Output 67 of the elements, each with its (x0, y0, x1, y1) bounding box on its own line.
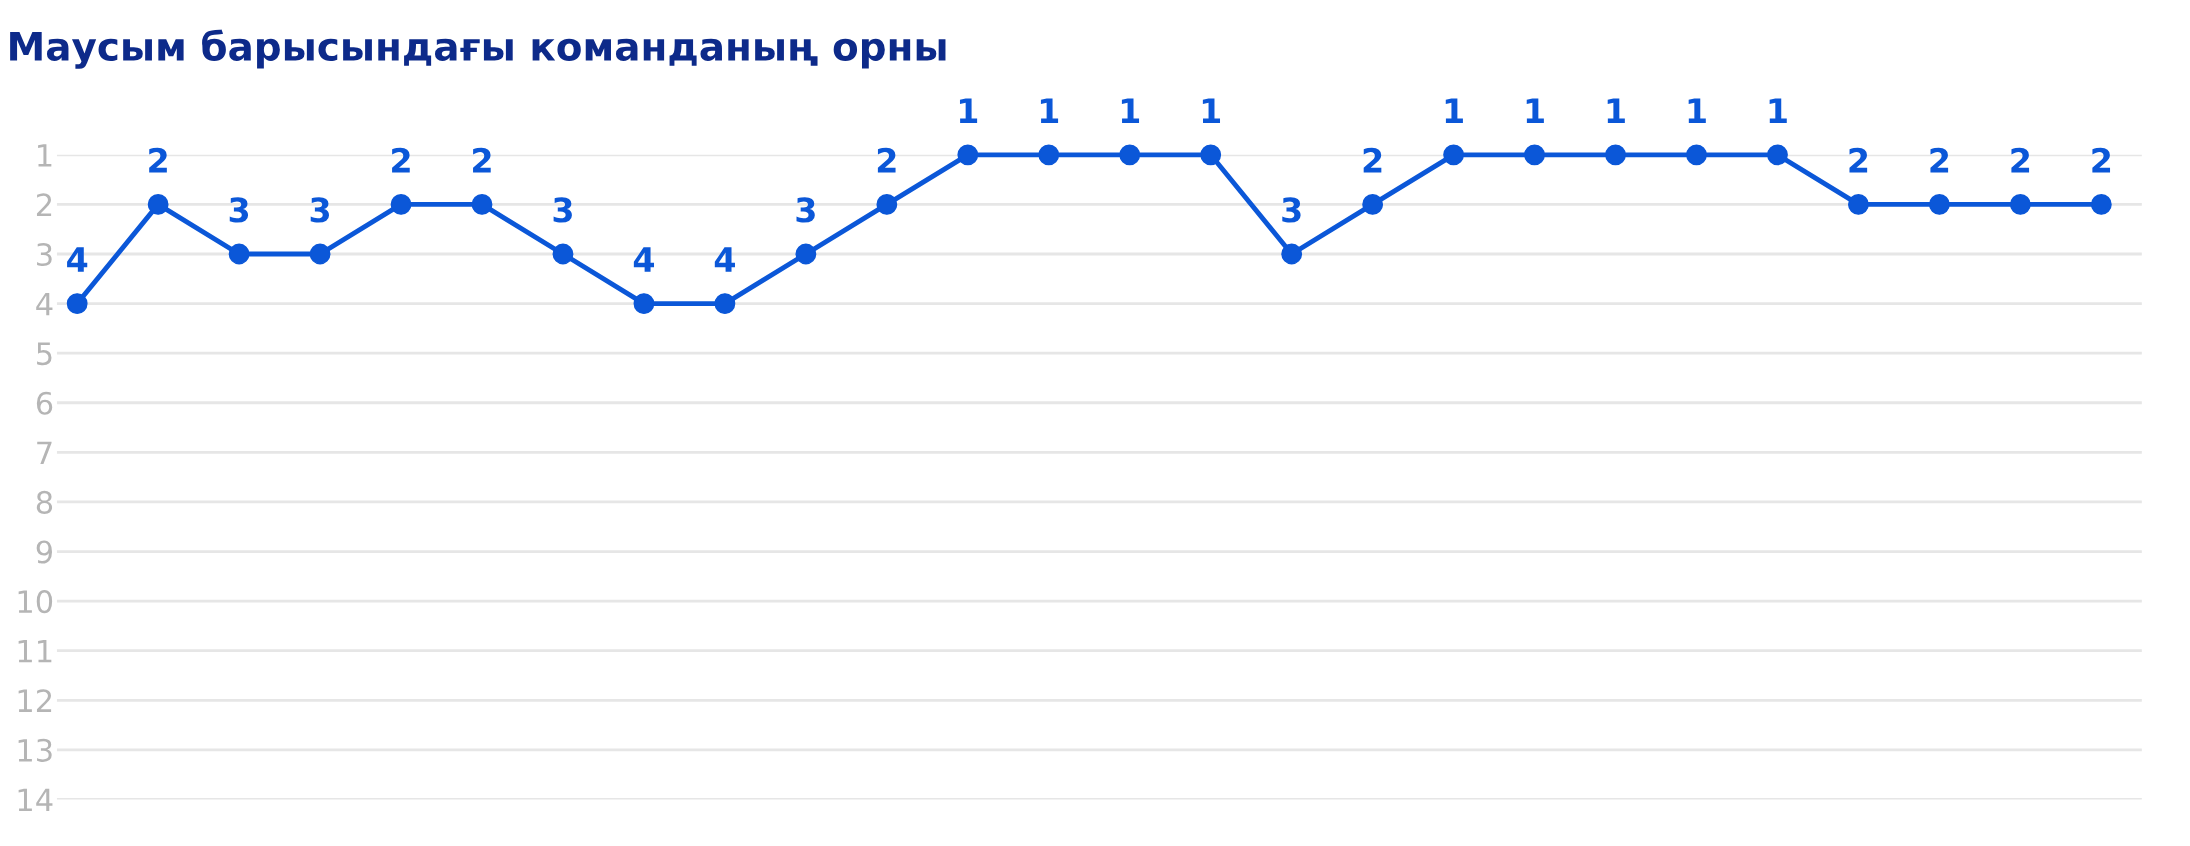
point (1524, 144, 1545, 166)
point (1767, 144, 1788, 166)
data-label: 3 (553, 197, 572, 223)
point (633, 293, 655, 315)
point (66, 293, 88, 315)
data-label: 2 (473, 147, 491, 173)
point (1038, 144, 1060, 166)
point (795, 243, 817, 265)
y-tick-label: 4 (36, 292, 53, 316)
point (1200, 144, 1222, 166)
point (552, 243, 574, 265)
y-tick-label: 8 (36, 490, 53, 514)
data-label: 2 (877, 147, 896, 173)
data-label: 2 (1930, 147, 1949, 173)
data-label: 3 (1282, 197, 1301, 223)
point (1686, 144, 1707, 166)
point (471, 193, 493, 215)
point (309, 243, 331, 265)
y-tick-label: 5 (37, 342, 52, 366)
data-label: 1 (1526, 98, 1544, 123)
y-tick-label: 2 (36, 193, 52, 217)
y-tick-label: 9 (36, 540, 53, 564)
y-tick-label: 6 (36, 391, 53, 415)
data-label: 2 (1849, 147, 1868, 173)
data-label: 1 (959, 98, 978, 123)
point (228, 243, 250, 265)
data-label: 4 (633, 247, 655, 272)
data-label: 1 (1202, 98, 1221, 123)
point (1928, 193, 1950, 215)
y-tick-label: 14 (18, 788, 53, 812)
y-tick-label: 12 (18, 689, 52, 712)
data-label: 2 (149, 147, 167, 173)
data-label: 2 (1363, 147, 1382, 173)
data-label: 1 (1121, 98, 1140, 123)
data-label: 1 (1607, 98, 1625, 123)
point (1605, 144, 1626, 166)
point (714, 293, 736, 315)
data-label: 3 (229, 197, 249, 223)
data-label: 1 (1445, 98, 1463, 123)
y-tick-label: 7 (37, 441, 52, 464)
data-label: 1 (1040, 98, 1059, 123)
data-label: 2 (392, 147, 410, 173)
point (876, 193, 898, 215)
point (2009, 193, 2031, 215)
y-tick-label: 3 (37, 242, 52, 267)
point (1119, 144, 1141, 166)
point (390, 193, 412, 215)
point (1848, 193, 1869, 215)
chart-title: Маусым барысындағы команданың орны (10, 29, 946, 69)
data-label: 4 (714, 247, 735, 272)
point (1281, 243, 1303, 265)
point (147, 193, 169, 215)
point (957, 144, 979, 166)
point (1443, 144, 1465, 166)
data-label: 4 (67, 247, 88, 272)
data-label: 2 (2092, 147, 2111, 173)
data-label: 3 (796, 197, 815, 223)
point (1362, 193, 1384, 215)
y-tick-label: 13 (18, 738, 52, 762)
y-tick-label: 1 (38, 144, 52, 167)
data-label: 1 (1688, 98, 1706, 123)
point (2090, 193, 2112, 215)
y-tick-label: 10 (18, 590, 53, 614)
data-label: 3 (310, 197, 330, 223)
data-label: 1 (1769, 98, 1787, 123)
y-tick-label: 11 (18, 640, 52, 663)
data-label: 2 (2011, 147, 2030, 173)
